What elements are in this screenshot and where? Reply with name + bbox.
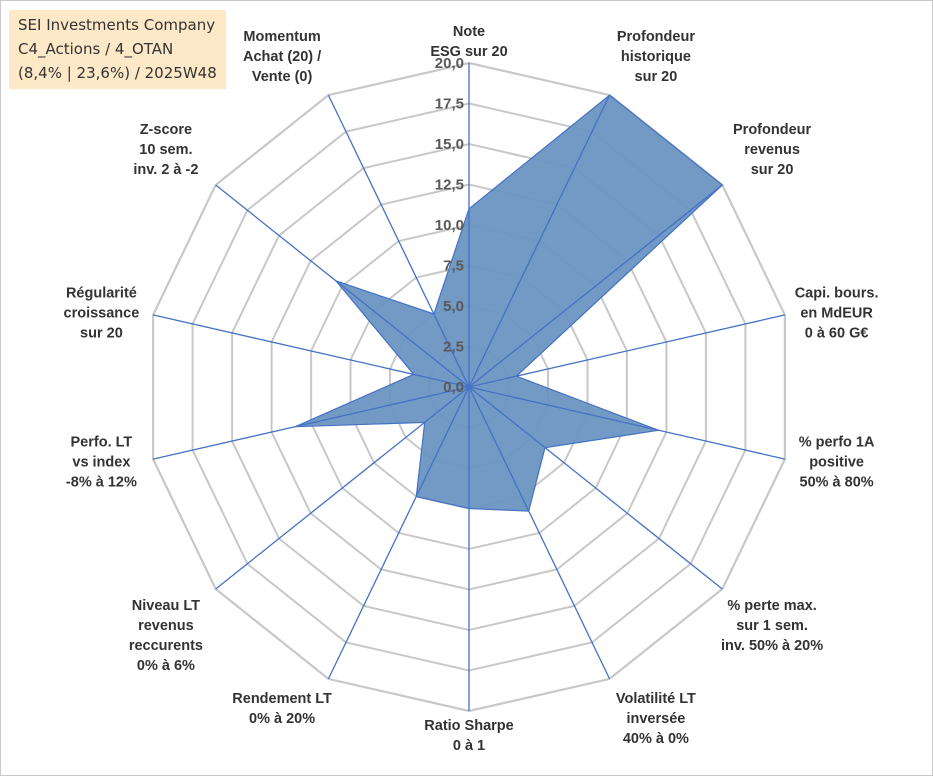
axis-label-line: 0 à 60 G€ <box>805 326 869 342</box>
axis-label-line: positive <box>809 454 864 470</box>
spoke-line <box>327 386 470 680</box>
period-label: (8,4% | 23,6%) / 2025W48 <box>18 64 217 82</box>
axis-label-line: sur 20 <box>751 162 794 178</box>
tick-label: 15,0 <box>435 136 464 153</box>
portfolio-label: C4_Actions / 4_OTAN <box>18 40 174 58</box>
axis-label-line: Momentum <box>243 29 320 45</box>
tick-label: 0,0 <box>443 379 464 396</box>
axis-label: Momentum Achat (20) / Vente (0) <box>243 29 321 85</box>
company-name: SEI Investments Company <box>18 16 216 34</box>
axis-label-line: Ratio Sharpe <box>424 718 513 734</box>
axis-label-line: Régularité <box>66 286 137 302</box>
axis-label-line: Rendement LT <box>232 691 332 707</box>
axis-label-line: % perte max. <box>727 598 816 614</box>
axis-label-line: Achat (20) / <box>243 49 321 65</box>
axis-label-line: Profondeur <box>733 122 811 138</box>
tick-label: 17,5 <box>435 96 464 113</box>
tick-labels: 0,0 2,5 5,0 7,5 10,0 12,5 15,0 17,5 20,0 <box>435 55 464 396</box>
tick-label: 20,0 <box>435 55 464 72</box>
tick-label: 10,0 <box>435 217 464 234</box>
axis-label-line: revenus <box>138 618 194 634</box>
axis-label-line: inv. 2 à -2 <box>133 162 198 178</box>
axis-label-line: 10 sem. <box>139 142 192 158</box>
axis-label-line: Z-score <box>140 122 192 138</box>
axis-label-line: 0 à 1 <box>453 738 485 754</box>
axis-label-line: sur 20 <box>635 69 678 85</box>
axis-label-line: Volatilité LT <box>616 691 696 707</box>
spoke-line <box>152 386 470 460</box>
axis-label: % perte max. sur 1 sem. inv. 50% à 20% <box>721 598 823 654</box>
axis-label-line: sur 1 sem. <box>736 618 808 634</box>
axis-label-line: 0% à 6% <box>137 658 195 674</box>
axis-labels: Note ESG sur 20 Profondeur historique sur 20… <box>64 24 879 754</box>
axis-label: Niveau LT revenus reccurents 0% à 6% <box>129 598 203 674</box>
axis-label: % perfo 1A positive 50% à 80% <box>799 434 875 490</box>
axis-label-line: -8% à 12% <box>66 474 137 490</box>
axis-label-line: ESG sur 20 <box>430 44 507 60</box>
spoke-line <box>468 386 786 460</box>
spoke-line <box>468 94 611 388</box>
spoke-line <box>152 314 470 388</box>
axis-label-line: 0% à 20% <box>249 711 315 727</box>
axis-label-line: vs index <box>72 454 130 470</box>
axis-label-line: reccurents <box>129 638 203 654</box>
spoke-line <box>468 386 611 680</box>
axis-label-line: inversée <box>626 711 685 727</box>
axis-label: Ratio Sharpe 0 à 1 <box>424 718 513 754</box>
axis-label: Volatilité LT inversée 40% à 0% <box>616 691 696 747</box>
axis-label: Profondeur historique sur 20 <box>617 29 695 85</box>
axis-label-line: Profondeur <box>617 29 695 45</box>
axis-label: Régularité croissance sur 20 <box>64 286 140 342</box>
spoke-line <box>468 314 786 388</box>
axis-label-line: revenus <box>744 142 800 158</box>
axis-label: Z-score 10 sem. inv. 2 à -2 <box>133 122 198 178</box>
axis-label-line: Perfo. LT <box>71 434 133 450</box>
info-box: SEI Investments Company C4_Actions / 4_O… <box>9 10 226 89</box>
axis-label: Rendement LT 0% à 20% <box>232 691 332 727</box>
spoke-line <box>468 386 723 590</box>
spoke-line <box>468 184 723 388</box>
axis-label-line: Vente (0) <box>252 69 313 85</box>
spoke-line <box>215 386 470 590</box>
tick-label: 2,5 <box>443 339 464 356</box>
axis-label: Note ESG sur 20 <box>430 24 507 60</box>
axis-label: Perfo. LT vs index -8% à 12% <box>66 434 137 490</box>
axis-label: Capi. bours. en MdEUR 0 à 60 G€ <box>795 286 879 342</box>
axis-label-line: % perfo 1A <box>799 434 875 450</box>
axis-label-line: Note <box>453 24 485 40</box>
axis-label-line: historique <box>621 49 691 65</box>
axis-label-line: Niveau LT <box>132 598 200 614</box>
axis-label: Profondeur revenus sur 20 <box>733 122 811 178</box>
axis-label-line: 40% à 0% <box>623 731 689 747</box>
tick-label: 7,5 <box>443 258 464 275</box>
axis-label-line: 50% à 80% <box>800 474 874 490</box>
tick-label: 12,5 <box>435 177 464 194</box>
axis-label-line: inv. 50% à 20% <box>721 638 823 654</box>
spoke-line <box>215 184 470 388</box>
axis-label-line: Capi. bours. <box>795 286 879 302</box>
axis-label-line: croissance <box>64 306 140 322</box>
axis-label-line: sur 20 <box>80 326 123 342</box>
spokes <box>152 63 786 711</box>
axis-label-line: en MdEUR <box>800 306 873 322</box>
spoke-line <box>327 94 470 388</box>
tick-label: 5,0 <box>443 298 464 315</box>
